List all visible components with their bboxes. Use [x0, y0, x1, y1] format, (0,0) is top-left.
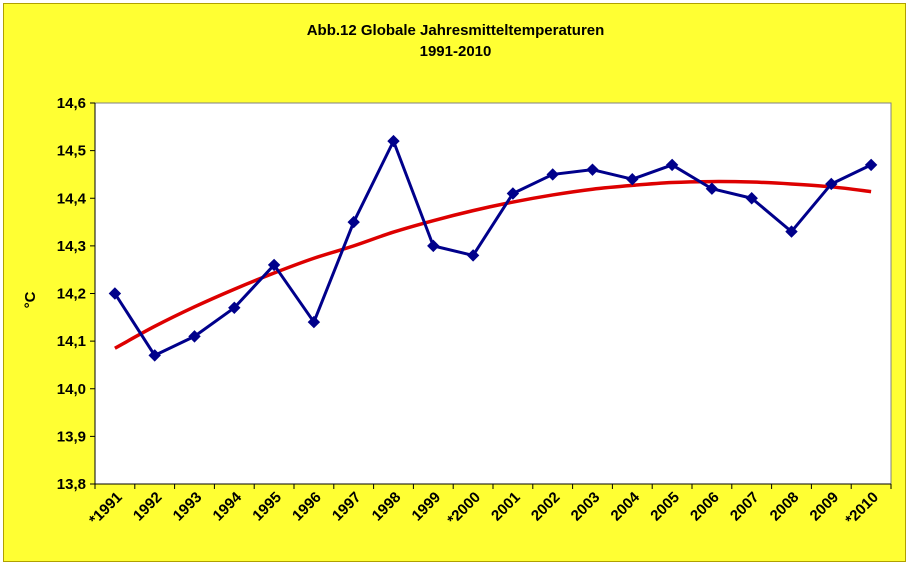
data-point-marker	[825, 177, 838, 191]
x-tick-label: *2010	[842, 489, 882, 529]
data-point-marker	[546, 168, 559, 181]
chart-title: Abb.12 Globale Jahresmitteltemperaturen …	[0, 20, 911, 62]
x-tick-label: 2004	[608, 488, 644, 524]
y-axis: 14,6 14,5 14,4 14,3 14,2 14,1 14,0 13,9 13,8	[57, 95, 96, 493]
data-point-marker	[745, 192, 758, 205]
x-tick-label: 1996	[289, 489, 325, 525]
data-point-marker	[705, 182, 719, 195]
x-tick-label: 2003	[568, 489, 604, 525]
x-tick-label: 2001	[488, 489, 524, 525]
x-tick-label: 1993	[170, 489, 206, 525]
data-point-marker	[506, 187, 520, 200]
x-tick-label: 1992	[130, 489, 166, 525]
x-tick-label: 2005	[647, 489, 683, 525]
x-tick-label: 1998	[369, 489, 405, 525]
x-tick-label: *1991	[86, 489, 126, 529]
chart-subtitle-line: 1991-2010	[419, 43, 492, 60]
x-tick-label: 2007	[727, 489, 763, 525]
data-point-marker	[427, 239, 440, 253]
x-tick-label: 1994	[210, 488, 246, 524]
y-tick-label: 14,1	[57, 333, 86, 350]
data-point-marker	[228, 301, 241, 314]
data-point-marker	[347, 215, 360, 229]
data-point-marker	[466, 249, 480, 262]
data-point-marker	[108, 287, 122, 300]
data-point-marker	[307, 315, 321, 329]
x-tick-label: 2002	[528, 489, 564, 525]
x-tick-label: 1997	[329, 489, 365, 525]
x-tick-label: 1999	[409, 489, 445, 525]
trend-line	[114, 179, 872, 350]
chart-title-line: Abb.12 Globale Jahresmitteltemperaturen	[306, 22, 605, 39]
x-tick-label: 2006	[687, 489, 723, 525]
y-tick-label: 14,6	[57, 95, 86, 112]
y-tick-label: 14,5	[57, 143, 86, 160]
data-point-marker	[785, 225, 798, 238]
data-point-marker	[626, 172, 639, 186]
data-point-marker	[586, 163, 599, 176]
x-tick-label: 2009	[807, 489, 843, 525]
data-point-marker	[387, 134, 400, 148]
series-group	[108, 134, 878, 362]
data-point-marker	[148, 349, 161, 362]
y-tick-label: 14,3	[57, 238, 86, 255]
y-tick-label: 14,4	[57, 190, 87, 207]
y-tick-label: 13,9	[57, 428, 86, 445]
data-point-marker	[188, 330, 201, 343]
y-tick-label: 14,0	[57, 381, 86, 398]
y-axis-title: °C	[22, 291, 39, 308]
data-point-marker	[864, 158, 878, 172]
data-point-marker	[267, 258, 281, 272]
y-tick-label: 14,2	[57, 286, 86, 303]
x-tick-label: *2000	[444, 489, 484, 529]
y-tick-label: 13,8	[57, 476, 86, 493]
x-tick-label: 2008	[767, 489, 803, 525]
x-tick-label: 1995	[249, 489, 285, 525]
x-axis: *1991 1992 1993 1994 1995 1996 1997 1998 1999 *20…	[86, 483, 892, 529]
temperature-line	[113, 139, 872, 357]
plot-area	[94, 102, 892, 485]
data-point-marker	[665, 158, 679, 172]
